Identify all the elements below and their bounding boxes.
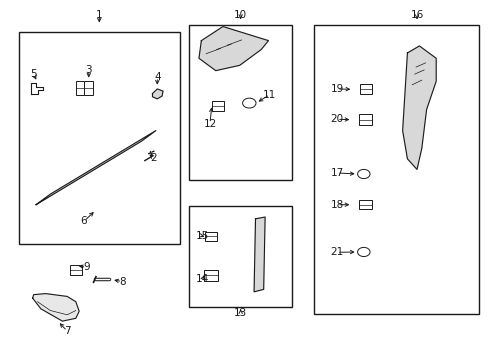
Bar (313, 25, 478, 314)
Text: 4: 4 (154, 72, 160, 82)
Polygon shape (254, 217, 264, 292)
Bar (359, 84, 371, 94)
Bar (358, 114, 372, 125)
Polygon shape (31, 83, 43, 94)
Polygon shape (402, 46, 435, 170)
Text: 17: 17 (330, 168, 343, 178)
Polygon shape (33, 294, 79, 321)
Text: 9: 9 (83, 262, 89, 273)
Bar (358, 200, 372, 209)
Text: 19: 19 (330, 84, 343, 94)
Text: 10: 10 (234, 10, 247, 20)
Text: 13: 13 (234, 309, 247, 318)
Text: 15: 15 (196, 231, 209, 241)
Text: 5: 5 (30, 69, 37, 79)
Text: 16: 16 (409, 10, 423, 20)
Text: 12: 12 (203, 118, 216, 129)
Text: 7: 7 (64, 326, 70, 336)
Bar (19, 32, 180, 243)
Text: 1: 1 (96, 10, 102, 20)
Polygon shape (152, 89, 163, 99)
Bar (84, 81, 93, 95)
Text: 6: 6 (81, 216, 87, 226)
Text: 2: 2 (150, 153, 157, 163)
Polygon shape (36, 131, 156, 205)
Circle shape (242, 98, 256, 108)
Text: 11: 11 (263, 90, 276, 100)
Text: 20: 20 (330, 114, 343, 124)
Text: 21: 21 (330, 247, 343, 257)
Bar (70, 265, 81, 275)
Text: 18: 18 (330, 200, 343, 210)
Text: 8: 8 (119, 276, 125, 287)
Circle shape (357, 247, 369, 257)
Bar (189, 25, 292, 180)
Polygon shape (199, 27, 268, 71)
Bar (204, 270, 217, 280)
Text: 14: 14 (196, 274, 209, 284)
Bar (204, 231, 217, 242)
Bar (76, 81, 84, 95)
Bar (211, 101, 224, 111)
Circle shape (357, 170, 369, 179)
Bar (189, 207, 292, 307)
Text: 3: 3 (85, 65, 92, 75)
